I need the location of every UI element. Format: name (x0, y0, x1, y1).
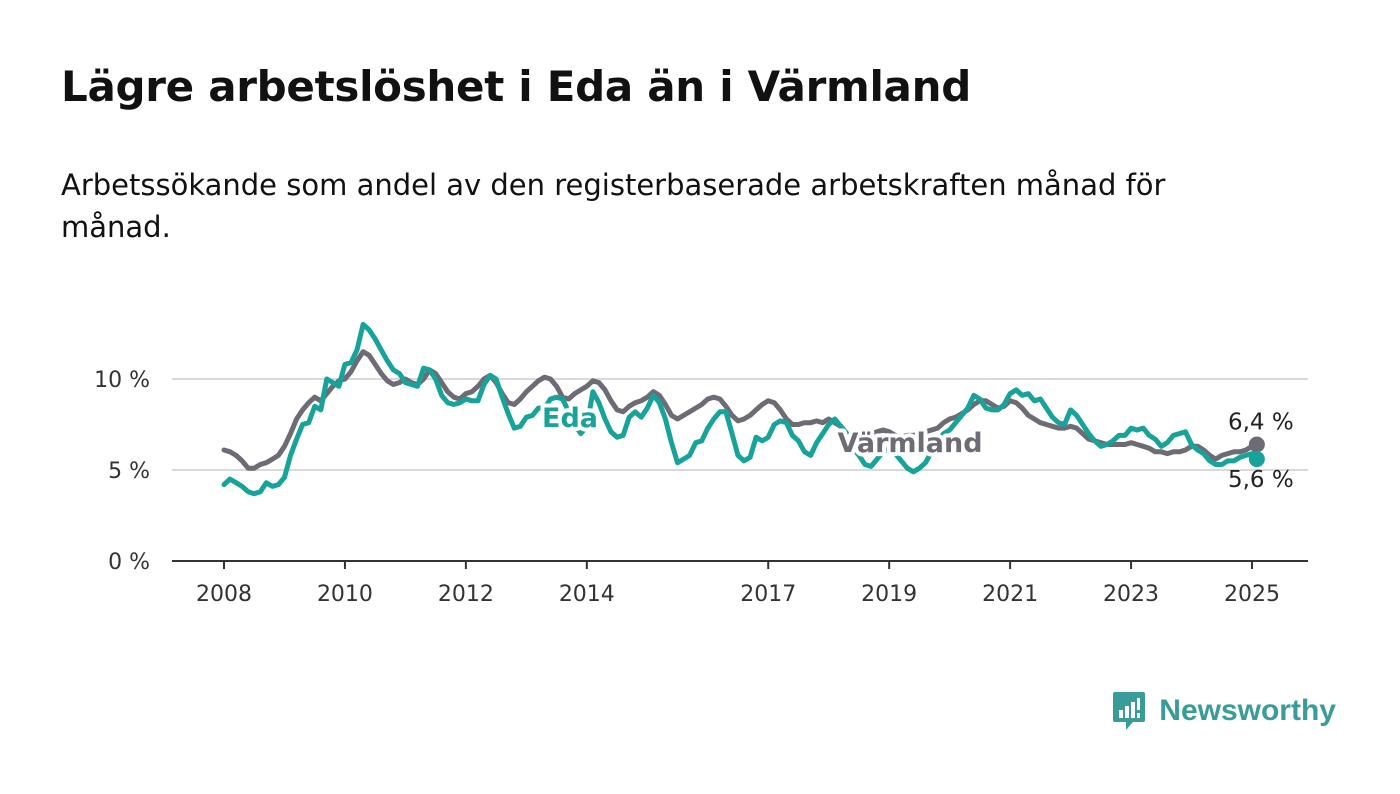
end-point-värmland (1248, 436, 1265, 453)
x-tick-label: 2014 (559, 582, 615, 607)
series-label-varmland-halo: Värmland (837, 428, 982, 459)
bar-chart-speech-bubble-icon (1113, 692, 1146, 730)
y-axis-ticks: 0 % 5 % 10 % (94, 368, 150, 575)
y-tick-label: 0 % (108, 550, 150, 575)
logo-text: Newsworthy (1159, 694, 1336, 727)
x-tick-label: 2008 (196, 582, 252, 607)
series-line-eda (221, 321, 1260, 497)
y-tick-label: 10 % (94, 368, 150, 393)
series-line-värmland (221, 349, 1260, 471)
x-tick-label: 2021 (982, 582, 1038, 607)
x-axis-ticks: 2008 2010 2012 2014 2017 2019 2021 2023 2025 (196, 561, 1280, 607)
x-tick-label: 2023 (1103, 582, 1159, 607)
end-value-label-varmland: 6,4 % (1228, 410, 1294, 436)
chart-title: Lägre arbetslöshet i Eda än i Värmland (61, 62, 971, 111)
series-label-eda: Eda (542, 403, 598, 434)
x-tick-label: 2025 (1224, 582, 1280, 607)
grid-lines (172, 378, 1308, 562)
end-point-eda (1248, 451, 1265, 468)
chart-subtitle: Arbetssökande som andel av den registerb… (61, 168, 1166, 244)
series-lines (221, 321, 1265, 497)
x-tick-label: 2019 (861, 582, 917, 607)
series-label-varmland: Värmland (837, 428, 982, 459)
series-label-eda-halo: Eda (542, 403, 598, 434)
y-tick-label: 5 % (108, 459, 150, 484)
x-tick-label: 2010 (317, 582, 373, 607)
x-tick-label: 2017 (740, 582, 796, 607)
newsworthy-logo: Newsworthy (1111, 690, 1336, 732)
end-value-label-eda: 5,6 % (1228, 467, 1294, 493)
x-tick-label: 2012 (438, 582, 494, 607)
